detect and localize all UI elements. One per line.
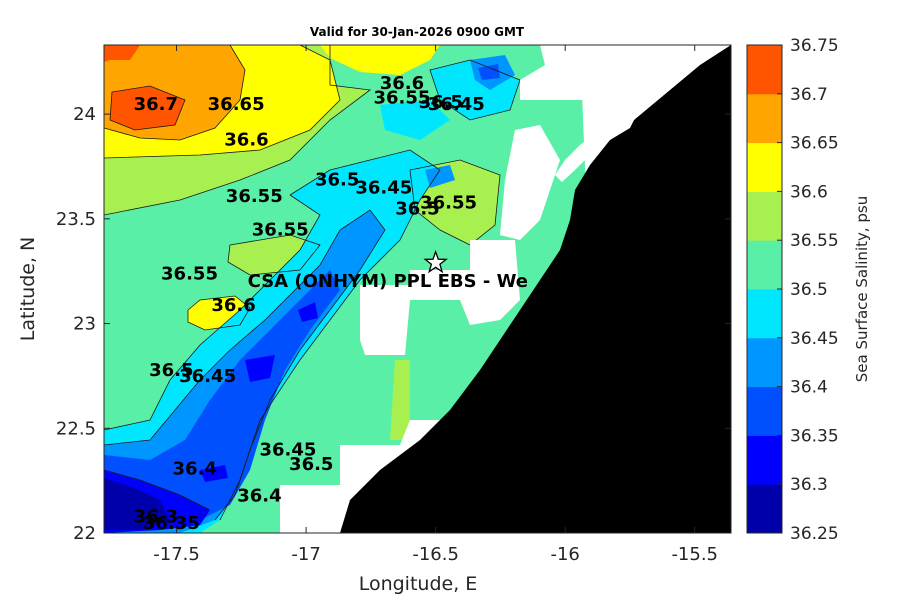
contour-label: 36.45 — [355, 178, 412, 199]
salinity-band-36.3-c — [298, 302, 318, 322]
y-axis-ticks: 24 23.5 23 22.5 22 — [56, 104, 731, 544]
x-tick-label: -16.5 — [412, 544, 459, 565]
contour-label: 36.55 — [373, 88, 430, 109]
contour-label: 36.55 — [226, 186, 283, 207]
colorbar-tick-label: 36.4 — [790, 378, 828, 398]
contour-label: 36.45 — [179, 366, 236, 387]
contour-label: 36.3 — [134, 507, 178, 528]
colorbar-swatch — [747, 386, 782, 436]
contour-label: 36.4 — [237, 486, 281, 507]
contour-label: 36.35 — [143, 513, 200, 534]
colorbar-swatch — [747, 191, 782, 241]
y-tick-label: 23.5 — [56, 209, 96, 230]
contour-label: 36.5 — [419, 92, 463, 113]
x-tick-label: -15.5 — [671, 544, 718, 565]
salinity-band-36.55-f — [390, 360, 410, 440]
salinity-band-36.6-b — [320, 45, 440, 75]
colorbar-tick-label: 36.5 — [790, 280, 828, 300]
colorbar-swatch — [747, 93, 782, 144]
contour-lines — [104, 45, 521, 521]
land-mass — [340, 45, 731, 533]
y-axis-label: Latitude, N — [17, 237, 39, 342]
salinity-band-36.35 — [104, 270, 340, 520]
colorbar-tick-label: 36.75 — [790, 36, 839, 56]
coastal-inlet — [555, 118, 635, 182]
colorbar-swatch — [747, 289, 782, 339]
colorbar-tick-label: 36.3 — [790, 475, 828, 495]
contour-label: 36.55 — [252, 220, 309, 241]
contour-label: 36.5 — [395, 199, 439, 220]
contour-label: 36.6 — [380, 73, 424, 94]
y-tick-label: 22 — [73, 523, 96, 544]
contour-label: 36.55 — [420, 192, 477, 213]
x-axis-ticks: -17.5 -17 -16.5 -16 -15.5 — [153, 45, 718, 565]
contour-label: 36.6 — [211, 295, 255, 316]
colorbar: 36.25 36.3 36.35 36.4 36.45 36.5 36.55 36.6 36.6… — [746, 36, 839, 544]
colorbar-tick-label: 36.35 — [790, 426, 839, 446]
colorbar-swatch — [747, 337, 782, 388]
salinity-band-36.3-d — [200, 465, 228, 482]
x-tick-label: -17 — [291, 544, 320, 565]
salinity-band-36.25 — [104, 478, 170, 530]
colorbar-swatch — [747, 240, 782, 290]
plot-frame — [103, 44, 732, 534]
colorbar-tick-label: 36.6 — [790, 182, 828, 202]
contour-label: 36.65 — [208, 94, 265, 115]
colorbar-swatch — [747, 435, 782, 485]
colorbar-swatch — [747, 45, 782, 95]
contour-labels: 36.7 36.6536.636.636.5536.536.4536.536.55… — [134, 73, 485, 534]
salinity-band-36.45-c — [380, 100, 450, 140]
y-tick-label: 24 — [73, 104, 96, 125]
colorbar-tick-label: 36.7 — [790, 85, 828, 105]
x-tick-label: -16 — [550, 544, 579, 565]
salinity-band-36.3-b — [245, 355, 275, 382]
x-axis-label: Longitude, E — [359, 573, 478, 595]
contour-label: 36.4 — [172, 458, 216, 479]
station-star-icon — [423, 249, 448, 274]
salinity-band-36.7 — [104, 45, 185, 130]
map-title: Valid for 30-Jan-2026 0900 GMT — [310, 25, 525, 39]
salinity-field — [104, 45, 731, 533]
contour-label: 36.55 — [161, 264, 218, 285]
contour-label: 36.45 — [428, 94, 485, 115]
x-tick-label: -17.5 — [153, 544, 200, 565]
colorbar-label: Sea Surface Salinity, psu — [853, 196, 871, 382]
salinity-band-36.4-b — [425, 165, 455, 188]
colorbar-tick-label: 36.45 — [790, 329, 839, 349]
contour-label: 36.5 — [289, 454, 333, 475]
y-tick-label: 22.5 — [56, 418, 96, 439]
y-tick-label: 23 — [73, 314, 96, 335]
contour-label: 36.5 — [149, 360, 193, 381]
station-marker — [423, 249, 448, 274]
colorbar-swatch — [747, 484, 782, 534]
salinity-band-36.35-b — [478, 64, 500, 80]
colorbar-tick-label: 36.55 — [790, 231, 839, 251]
colorbar-tick-label: 36.65 — [790, 134, 839, 154]
contour-label: 36.6 — [224, 130, 268, 151]
contour-label: 36.5 — [315, 169, 359, 190]
station-label: CSA (ONHYM) PPL EBS - We — [248, 271, 528, 292]
colorbar-tick-label: 36.25 — [790, 524, 839, 544]
contour-label: 36.7 — [134, 94, 178, 115]
colorbar-swatch — [747, 142, 782, 192]
contour-label: 36.45 — [259, 440, 316, 461]
